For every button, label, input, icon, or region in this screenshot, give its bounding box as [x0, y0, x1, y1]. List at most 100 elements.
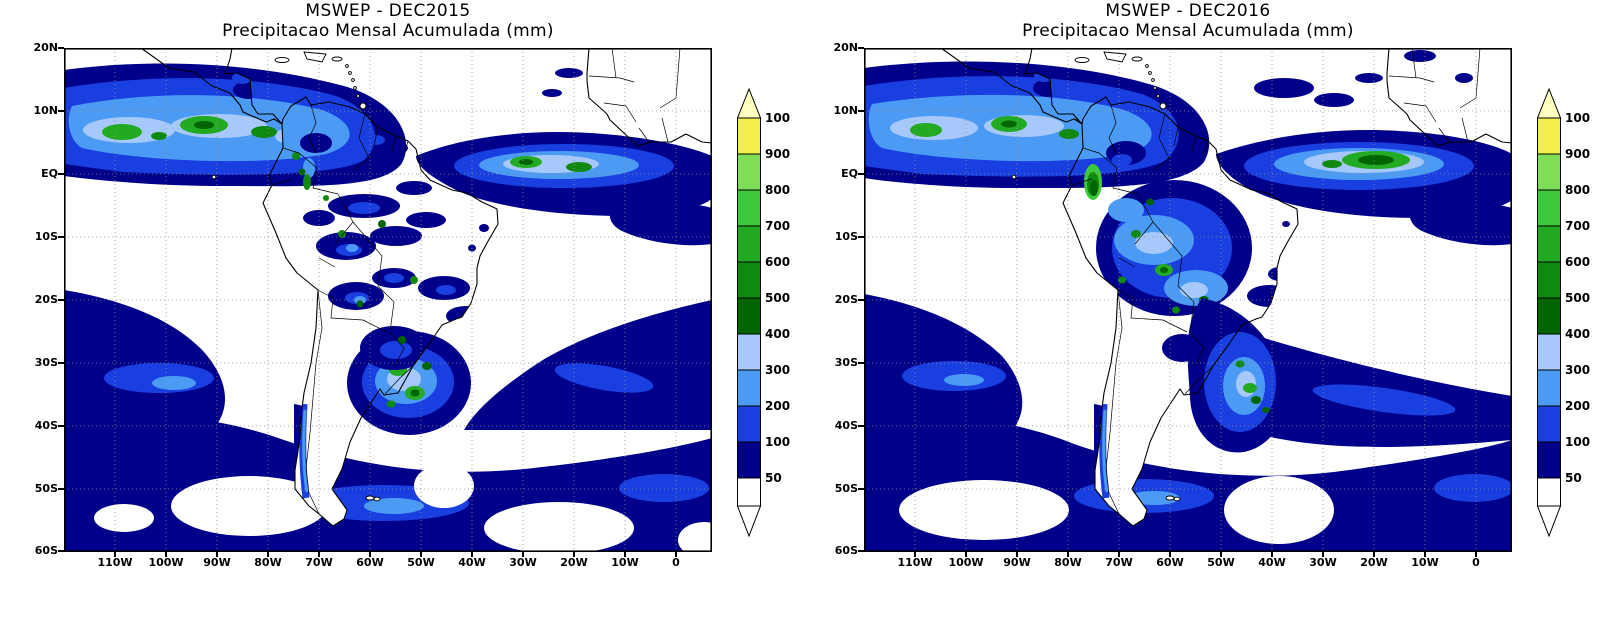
x-tick-mark	[1118, 552, 1120, 557]
x-tick-mark	[1475, 552, 1477, 557]
y-tick-mark	[58, 550, 64, 552]
x-tick-mark	[914, 552, 916, 557]
lat-tick-label: 40S	[34, 419, 58, 432]
x-tick-mark	[522, 552, 524, 557]
colorbar-tick-label: 200	[765, 399, 790, 413]
colorbar-tick-label: 100	[1565, 111, 1590, 125]
y-tick-mark	[58, 173, 64, 175]
lon-tick-label: 70W	[305, 556, 333, 569]
colorbar-tick-label: 300	[1565, 363, 1590, 377]
panel-dec2016: MSWEP - DEC2016 Precipitacao Mensal Acum…	[800, 0, 1600, 618]
colorbar-tick-label: 700	[1565, 219, 1590, 233]
colorbar-tick-label: 700	[765, 219, 790, 233]
colorbar-tick-label: 500	[765, 291, 790, 305]
colorbar-svg: 100 900 800 700 600 500 400 300 200 100 …	[1536, 87, 1590, 538]
y-tick-mark	[58, 488, 64, 490]
colorbar: 100 900 800 700 600 500 400 300 200 100 …	[736, 86, 799, 544]
colorbar-segment	[737, 225, 761, 263]
colorbar-segment	[737, 117, 761, 155]
y-tick-mark	[858, 550, 864, 552]
colorbar-segment	[737, 441, 761, 479]
colorbar-tick-label: 100	[1565, 435, 1590, 449]
lon-tick-label: 30W	[509, 556, 537, 569]
lat-tick-label: 40S	[834, 419, 858, 432]
colorbar-segment	[1537, 189, 1561, 227]
y-tick-mark	[58, 425, 64, 427]
x-tick-mark	[1271, 552, 1273, 557]
colorbar-segment	[1537, 333, 1561, 371]
colorbar-tick-label: 300	[765, 363, 790, 377]
lon-tick-label: 30W	[1309, 556, 1337, 569]
y-tick-mark	[58, 236, 64, 238]
colorbar-tick-label: 400	[1565, 327, 1590, 341]
x-tick-mark	[165, 552, 167, 557]
lon-tick-label: 0	[1472, 556, 1480, 569]
lat-tick-label: 20S	[34, 293, 58, 306]
x-tick-mark	[1016, 552, 1018, 557]
colorbar-segment	[1537, 405, 1561, 443]
x-tick-mark	[624, 552, 626, 557]
y-tick-mark	[858, 110, 864, 112]
x-tick-mark	[1169, 552, 1171, 557]
colorbar-tick-label: 600	[1565, 255, 1590, 269]
colorbar-segment	[1537, 261, 1561, 299]
lon-tick-label: 90W	[203, 556, 231, 569]
y-tick-mark	[858, 47, 864, 49]
lat-tick-label: 60S	[34, 544, 58, 557]
colorbar-tick-label: 100	[765, 435, 790, 449]
lat-tick-label: 30S	[834, 356, 858, 369]
lat-tick-label: 20N	[833, 41, 858, 54]
lat-tick-label: 20S	[834, 293, 858, 306]
lon-tick-label: 20W	[1360, 556, 1388, 569]
colorbar-arrow-above-max	[1536, 87, 1562, 119]
lat-tick-label: EQ	[41, 167, 58, 180]
y-tick-mark	[858, 488, 864, 490]
x-tick-mark	[573, 552, 575, 557]
panel-title: MSWEP - DEC2015	[305, 1, 471, 21]
x-tick-mark	[114, 552, 116, 557]
lon-tick-label: 80W	[1054, 556, 1082, 569]
lon-tick-label: 80W	[254, 556, 282, 569]
lon-tick-label: 70W	[1105, 556, 1133, 569]
colorbar-tick-label: 800	[1565, 183, 1590, 197]
lat-tick-label: 10N	[833, 104, 858, 117]
x-tick-mark	[1067, 552, 1069, 557]
x-tick-mark	[267, 552, 269, 557]
colorbar-segment-below-min	[737, 477, 761, 507]
lon-tick-label: 40W	[458, 556, 486, 569]
y-tick-mark	[858, 173, 864, 175]
y-tick-mark	[858, 299, 864, 301]
map-plot	[864, 47, 1514, 552]
x-tick-mark	[1322, 552, 1324, 557]
colorbar-tick-label: 100	[765, 111, 790, 125]
ocean-precip-layer	[64, 63, 730, 558]
country-borders-africa	[588, 47, 681, 143]
colorbar-tick-label: 900	[765, 147, 790, 161]
lon-tick-label: 100W	[148, 556, 184, 569]
grid-layer	[64, 48, 712, 552]
colorbar-segment	[737, 261, 761, 299]
colorbar-segment	[1537, 441, 1561, 479]
colorbar-tick-label: 50	[1565, 471, 1582, 485]
colorbar-segment	[737, 333, 761, 371]
colorbar-segment	[737, 297, 761, 335]
x-tick-mark	[369, 552, 371, 557]
country-borders-africa	[1388, 47, 1481, 143]
x-tick-mark	[1424, 552, 1426, 557]
colorbar-segment	[1537, 369, 1561, 407]
lat-tick-label: 10N	[33, 104, 58, 117]
colorbar-tick-label: 800	[765, 183, 790, 197]
colorbar-arrow-above-max	[736, 87, 762, 119]
lon-tick-label: 60W	[356, 556, 384, 569]
y-tick-mark	[58, 47, 64, 49]
islands-layer	[211, 51, 381, 502]
colorbar-segment	[737, 189, 761, 227]
x-tick-mark	[420, 552, 422, 557]
x-tick-mark	[965, 552, 967, 557]
x-tick-mark	[318, 552, 320, 557]
lat-tick-label: 50S	[834, 482, 858, 495]
y-tick-mark	[858, 236, 864, 238]
map-dec2015	[64, 47, 730, 558]
lon-tick-label: 10W	[1411, 556, 1439, 569]
